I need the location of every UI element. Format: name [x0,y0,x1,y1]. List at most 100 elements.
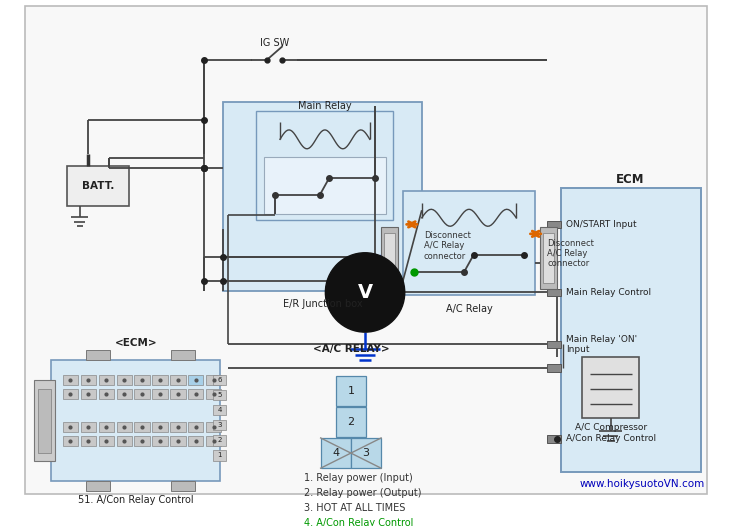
Bar [223,102,422,290]
Text: V: V [357,283,373,302]
Bar [63,436,78,447]
Circle shape [325,253,405,332]
Bar [81,375,96,385]
Text: A/C Compressor: A/C Compressor [575,423,647,432]
Bar [135,436,149,447]
Bar [206,422,221,432]
Bar [34,380,55,461]
Text: 6: 6 [217,377,222,383]
Text: <ECM>: <ECM> [115,338,157,348]
Bar [188,422,203,432]
Bar [561,188,701,472]
Bar [99,375,113,385]
Bar [171,350,195,360]
Bar [188,436,203,447]
Bar [540,227,557,289]
Bar [171,389,185,399]
Bar [67,166,129,206]
Bar [381,227,398,289]
Bar [403,191,535,295]
Bar [321,438,351,468]
Bar [213,405,226,416]
Text: Main Relay: Main Relay [298,102,351,112]
Bar [63,375,78,385]
Text: 1: 1 [217,452,222,459]
Text: ON/START Input: ON/START Input [567,220,637,229]
Bar [171,422,185,432]
Text: 4: 4 [217,407,222,413]
Text: <A/C RELAY>: <A/C RELAY> [313,344,389,354]
Text: 5: 5 [217,392,222,398]
Bar [548,341,561,348]
Bar [542,233,554,283]
Bar [99,436,113,447]
Bar [188,389,203,399]
Text: 4. A/Con Relay Control: 4. A/Con Relay Control [304,518,413,526]
Bar [171,436,185,447]
Bar [81,389,96,399]
Bar [86,350,110,360]
Bar [81,422,96,432]
Bar [583,357,639,418]
Bar [152,389,168,399]
Bar [351,438,381,468]
Bar [99,389,113,399]
Text: E/R Junction box: E/R Junction box [283,299,362,309]
Bar [135,389,149,399]
Bar [86,481,110,491]
Bar [206,389,221,399]
Text: A/C Relay: A/C Relay [446,304,493,313]
Text: Disconnect
A/C Relay
connector: Disconnect A/C Relay connector [548,239,594,268]
Text: Main Relay Control: Main Relay Control [567,288,651,297]
Bar [152,436,168,447]
Bar [213,375,226,385]
Bar [171,481,195,491]
Bar [38,389,51,453]
Text: IG SW: IG SW [260,38,289,48]
Bar [188,375,203,385]
Bar [256,111,393,220]
Bar [213,420,226,430]
Bar [548,365,561,372]
Bar [135,375,149,385]
Bar [171,375,185,385]
Text: 3: 3 [217,422,222,428]
Bar [213,390,226,400]
Bar [116,389,132,399]
Bar [152,422,168,432]
Text: Main Relay 'ON'
Input: Main Relay 'ON' Input [567,335,638,354]
Bar [548,289,561,296]
Bar [264,157,386,214]
Text: 51. A/Con Relay Control: 51. A/Con Relay Control [78,495,194,505]
Bar [336,376,366,406]
Bar [336,407,366,437]
Bar [116,375,132,385]
Text: BATT.: BATT. [82,180,114,190]
Bar [548,220,561,228]
Bar [213,435,226,446]
Bar [81,436,96,447]
Bar [116,436,132,447]
Text: 2: 2 [347,417,354,427]
Bar [548,435,561,443]
Text: 2. Relay power (Output): 2. Relay power (Output) [304,488,421,498]
Bar [152,375,168,385]
Text: 3. HOT AT ALL TIMES: 3. HOT AT ALL TIMES [304,503,405,513]
Text: 3: 3 [362,448,370,458]
Text: 1. Relay power (Input): 1. Relay power (Input) [304,473,412,483]
Bar [51,360,220,481]
Bar [63,422,78,432]
Bar [206,436,221,447]
Bar [99,422,113,432]
Text: A/Con Relay Control: A/Con Relay Control [567,434,657,443]
Bar [213,450,226,461]
Text: 4: 4 [332,448,340,458]
Text: ECM: ECM [616,173,645,186]
Text: www.hoikysuotoVN.com: www.hoikysuotoVN.com [580,480,705,490]
Bar [116,422,132,432]
Bar [206,375,221,385]
Text: 1: 1 [348,386,354,396]
Bar [384,233,395,283]
Text: 2: 2 [217,437,222,443]
Bar [135,422,149,432]
